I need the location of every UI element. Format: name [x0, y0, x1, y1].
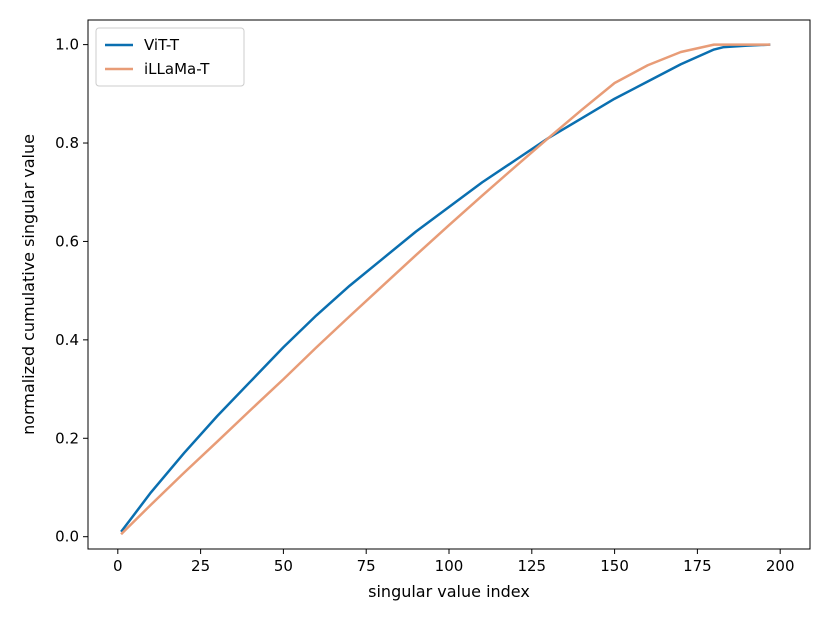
- legend-box: [95, 27, 245, 87]
- x-tick-label: 125: [517, 557, 546, 575]
- y-tick-label: 1.0: [55, 36, 79, 54]
- y-tick-label: 0.6: [55, 232, 79, 250]
- x-axis-label: singular value index: [368, 582, 530, 601]
- x-tick-label: 0: [113, 557, 123, 575]
- y-tick-label: 0.4: [55, 331, 79, 349]
- x-tick-label: 150: [600, 557, 629, 575]
- series-line-2: [120, 43, 771, 536]
- series-line-1: [120, 43, 771, 533]
- series-layer: [120, 43, 771, 536]
- legend: ViT-T iLLaMa-T: [95, 27, 245, 87]
- x-tick-label: 75: [357, 557, 376, 575]
- legend-label: iLLaMa-T: [144, 60, 210, 78]
- y-axis-label: normalized cumulative singular value: [19, 134, 38, 435]
- y-tick-label: 0.2: [55, 429, 79, 447]
- plot-frame: [87, 19, 811, 550]
- x-tick-label: 100: [435, 557, 464, 575]
- ticks-layer: 0 25 50 75 100 125 150 175 200 0.0 0.2 0.4 0.6 0.8 1.0: [55, 36, 794, 575]
- x-tick-label: 25: [191, 557, 210, 575]
- x-tick-label: 200: [766, 557, 795, 575]
- legend-label: ViT-T: [144, 36, 180, 54]
- x-tick-label: 50: [274, 557, 293, 575]
- y-tick-label: 0.0: [55, 528, 79, 546]
- x-tick-label: 175: [683, 557, 712, 575]
- y-tick-label: 0.8: [55, 134, 79, 152]
